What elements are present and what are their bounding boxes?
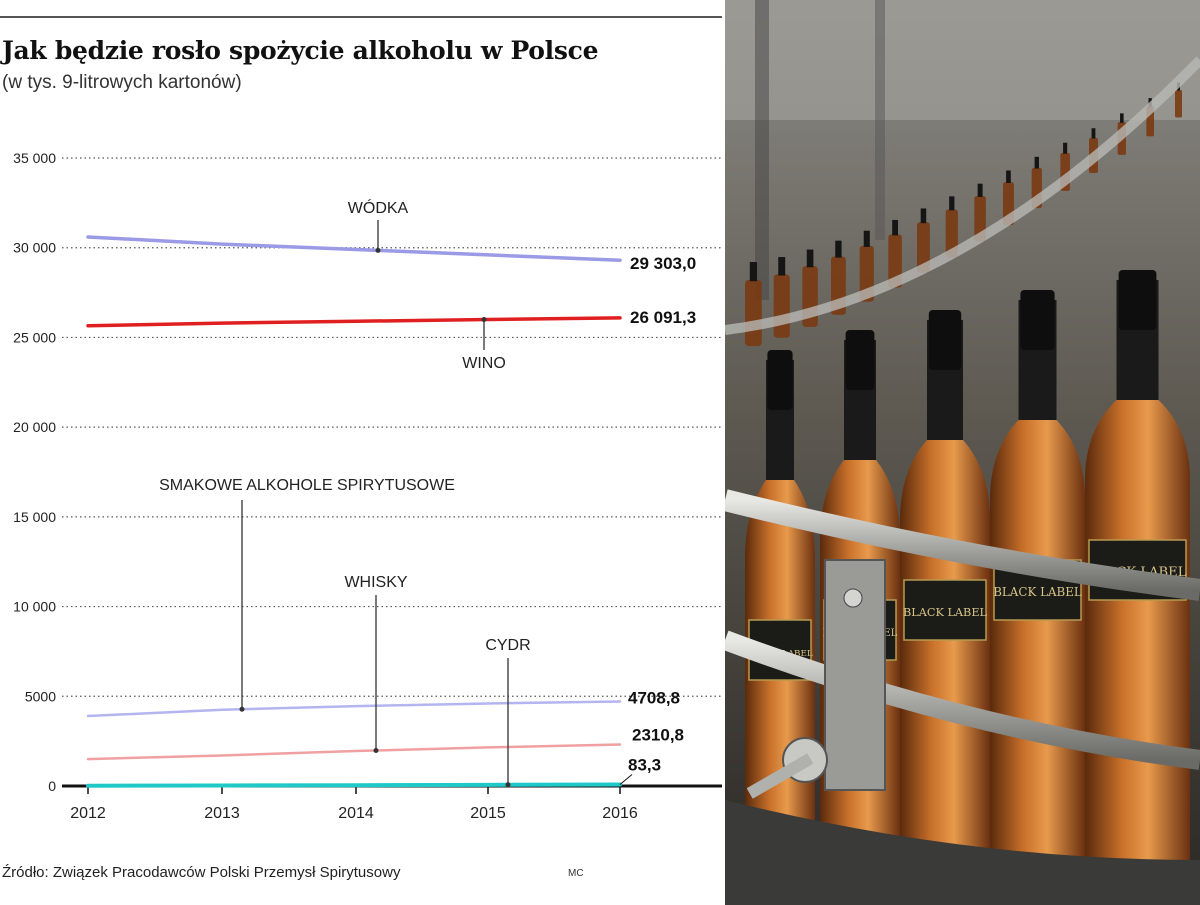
series-end-label: 29 303,0: [630, 254, 696, 273]
y-tick-label: 25 000: [13, 329, 56, 345]
distant-bottle-cap: [977, 183, 983, 197]
distant-bottle-cap: [806, 249, 814, 268]
bracket-bolt: [843, 588, 863, 608]
x-tick-label: 2015: [470, 805, 506, 822]
upper-guide-rail: [725, 56, 1200, 335]
whisky-bottle: [745, 480, 815, 905]
chart-title: Jak będzie rosło spożycie alkoholu w Pol…: [2, 36, 599, 65]
series-end-label: 26 091,3: [630, 308, 696, 327]
series-label-whisky: WHISKY: [344, 574, 407, 591]
source-note: Źródło: Związek Pracodawców Polski Przem…: [2, 864, 401, 881]
distant-bottle-cap: [863, 230, 870, 247]
factory-ceiling: [725, 0, 1200, 120]
leader-dot: [373, 747, 379, 753]
distant-bottle-cap: [1091, 128, 1096, 139]
distant-bottle-cap: [1006, 170, 1011, 183]
chart-subtitle: (w tys. 9-litrowych kartonów): [2, 72, 242, 93]
series-line: [86, 700, 622, 718]
whisky-bottle: [1085, 400, 1190, 905]
series-line: [86, 743, 622, 761]
series-line: [86, 782, 622, 788]
distant-bottle: [773, 274, 790, 338]
chart-panel: Jak będzie rosło spożycie alkoholu w Pol…: [0, 16, 722, 881]
distant-bottle-cap: [778, 257, 786, 276]
y-tick-label: 10 000: [13, 599, 56, 615]
y-tick-label: 15 000: [13, 509, 56, 525]
y-tick-label: 35 000: [13, 150, 56, 166]
distant-bottle-cap: [1034, 156, 1039, 169]
knob-handle: [746, 753, 814, 799]
line-chart: 0 5000 10 000 15 000 20 000 25 000 30 000 35 00…: [13, 150, 722, 822]
leader-dot: [505, 782, 511, 788]
factory-pillar: [755, 0, 769, 300]
series-end-label: 4708,8: [628, 689, 680, 708]
distant-bottle: [745, 280, 762, 346]
conveyor-base: [725, 800, 1200, 905]
series-label-wodka: WÓDKA: [348, 198, 409, 217]
bottle-cap: [928, 310, 962, 370]
y-tick-label: 30 000: [13, 240, 56, 256]
bottle-cap: [767, 350, 793, 410]
bottle-label-text: BLACK LABEL: [903, 606, 988, 619]
front-guide-rail-upper: [725, 489, 1200, 601]
whisky-bottle: [900, 440, 990, 905]
top-rule: [0, 16, 722, 18]
distant-bottle-cap: [835, 240, 842, 258]
distant-bottle-cap: [920, 208, 927, 224]
x-tick-label: 2012: [70, 805, 106, 822]
distant-bottle: [1175, 90, 1182, 118]
front-guide-rail-lower: [725, 630, 1200, 770]
leader-dot: [239, 706, 245, 712]
series-end-label: 2310,8: [632, 726, 684, 745]
leader-dot: [481, 317, 487, 323]
bottling-line-photo: BLACK LABEL BLACK LABEL BLACK LABEL BLACK L…: [725, 0, 1200, 905]
distant-bottle-cap: [949, 196, 955, 211]
x-tick-label: 2013: [204, 805, 240, 822]
series-label-smakowe: SMAKOWE ALKOHOLE SPIRYTUSOWE: [159, 477, 455, 494]
series-label-wino: WINO: [462, 355, 506, 372]
series-line: [86, 316, 622, 328]
series-end-label: 83,3: [628, 756, 661, 775]
bottle-cap: [1118, 270, 1157, 330]
distant-bottle-cap: [1063, 142, 1068, 154]
bottle-label: [903, 579, 987, 641]
distant-bottle-cap: [749, 262, 757, 282]
cydr-label-leader: [619, 774, 633, 785]
whisky-bottle: [990, 420, 1085, 905]
bottle-cap: [845, 330, 875, 390]
bottle-label-text: BLACK LABEL: [993, 585, 1082, 599]
series-line: [86, 235, 622, 262]
y-tick-label: 20 000: [13, 419, 56, 435]
y-tick-label: 5000: [25, 688, 56, 704]
distant-bottle: [974, 196, 986, 242]
author-credit: MC: [568, 868, 584, 879]
bottle-cap: [1020, 290, 1055, 350]
x-tick-label: 2014: [338, 805, 374, 822]
distant-bottle: [888, 234, 902, 288]
y-tick-label: 0: [48, 778, 56, 794]
series-label-cydr: CYDR: [485, 637, 530, 654]
x-tick-label: 2016: [602, 805, 638, 822]
distant-bottle-cap: [892, 219, 898, 236]
distant-bottle: [945, 209, 958, 258]
distant-bottle-cap: [1120, 113, 1124, 123]
factory-pillar: [875, 0, 885, 240]
distant-bottle: [917, 222, 930, 273]
leader-dot: [375, 247, 381, 253]
